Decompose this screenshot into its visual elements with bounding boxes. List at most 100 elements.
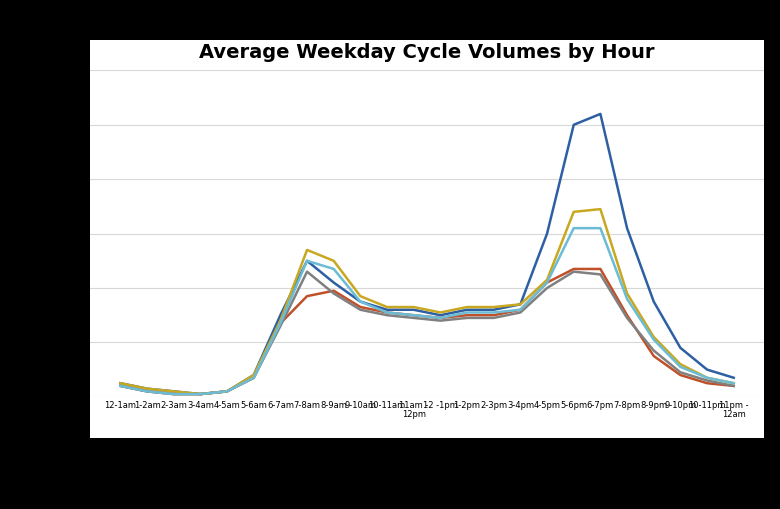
- 2019: [169, 391, 179, 398]
- 2019: [196, 391, 205, 398]
- 2017: [249, 372, 258, 378]
- 2018: [275, 323, 285, 329]
- 2016: [143, 388, 152, 394]
- 2017: [516, 302, 525, 308]
- 2020: [516, 302, 525, 308]
- 2019: [596, 266, 605, 272]
- 2017: [596, 207, 605, 213]
- 2019: [489, 313, 498, 319]
- 2020: [436, 313, 445, 319]
- 2016: [622, 296, 632, 302]
- 2019: [463, 313, 472, 319]
- 2020: [649, 299, 658, 305]
- 2017: [489, 304, 498, 310]
- 2020: [382, 307, 392, 313]
- 2018: [249, 375, 258, 381]
- 2020: [249, 372, 258, 378]
- 2020: [489, 307, 498, 313]
- 2020: [115, 380, 125, 386]
- 2016: [222, 388, 232, 394]
- 2016: [169, 391, 179, 398]
- 2018: [143, 388, 152, 394]
- 2019: [569, 266, 579, 272]
- 2020: [222, 388, 232, 394]
- 2016: [463, 310, 472, 316]
- 2018: [542, 286, 551, 292]
- 2019: [249, 375, 258, 381]
- 2020: [329, 280, 339, 286]
- Line: 2016: 2016: [120, 229, 734, 394]
- 2018: [516, 310, 525, 316]
- 2018: [675, 370, 685, 376]
- 2020: [303, 258, 312, 264]
- 2016: [382, 310, 392, 316]
- 2016: [542, 280, 551, 286]
- 2018: [196, 391, 205, 398]
- 2017: [702, 375, 711, 381]
- 2020: [569, 123, 579, 129]
- 2017: [356, 294, 365, 300]
- 2016: [436, 315, 445, 321]
- 2020: [169, 388, 179, 394]
- 2019: [115, 383, 125, 389]
- 2017: [649, 334, 658, 341]
- 2018: [436, 318, 445, 324]
- 2016: [275, 321, 285, 327]
- 2020: [196, 391, 205, 398]
- 2016: [569, 225, 579, 232]
- 2018: [596, 272, 605, 278]
- 2020: [463, 307, 472, 313]
- 2017: [729, 380, 739, 386]
- 2016: [675, 364, 685, 370]
- 2017: [196, 391, 205, 398]
- Title: Average Weekday Cycle Volumes by Hour: Average Weekday Cycle Volumes by Hour: [200, 42, 654, 62]
- 2016: [356, 299, 365, 305]
- 2017: [382, 304, 392, 310]
- 2018: [702, 378, 711, 384]
- 2020: [729, 375, 739, 381]
- 2016: [596, 225, 605, 232]
- 2019: [702, 380, 711, 386]
- 2016: [729, 380, 739, 386]
- 2016: [516, 307, 525, 313]
- 2016: [649, 337, 658, 343]
- 2019: [303, 294, 312, 300]
- 2016: [196, 391, 205, 398]
- 2017: [329, 258, 339, 264]
- 2019: [382, 310, 392, 316]
- 2016: [115, 383, 125, 389]
- 2018: [222, 388, 232, 394]
- 2018: [329, 291, 339, 297]
- 2019: [675, 372, 685, 378]
- 2018: [729, 383, 739, 389]
- 2019: [436, 315, 445, 321]
- 2017: [542, 277, 551, 284]
- 2017: [222, 388, 232, 394]
- 2019: [222, 388, 232, 394]
- 2018: [115, 383, 125, 389]
- 2016: [329, 266, 339, 272]
- 2016: [303, 258, 312, 264]
- 2019: [143, 388, 152, 394]
- 2016: [409, 313, 418, 319]
- 2018: [356, 307, 365, 313]
- 2020: [409, 307, 418, 313]
- Line: 2018: 2018: [120, 272, 734, 394]
- 2020: [356, 299, 365, 305]
- 2017: [143, 386, 152, 392]
- 2019: [729, 383, 739, 389]
- 2019: [516, 307, 525, 313]
- 2018: [622, 315, 632, 321]
- 2018: [303, 269, 312, 275]
- 2020: [675, 345, 685, 351]
- Line: 2019: 2019: [120, 269, 734, 394]
- 2018: [382, 313, 392, 319]
- 2016: [249, 375, 258, 381]
- 2016: [702, 375, 711, 381]
- 2019: [649, 353, 658, 359]
- 2018: [489, 315, 498, 321]
- 2017: [622, 291, 632, 297]
- 2017: [436, 310, 445, 316]
- Legend: 2020, 2019, 2018, 2017, 2016: 2020, 2019, 2018, 2017, 2016: [184, 506, 509, 509]
- 2018: [569, 269, 579, 275]
